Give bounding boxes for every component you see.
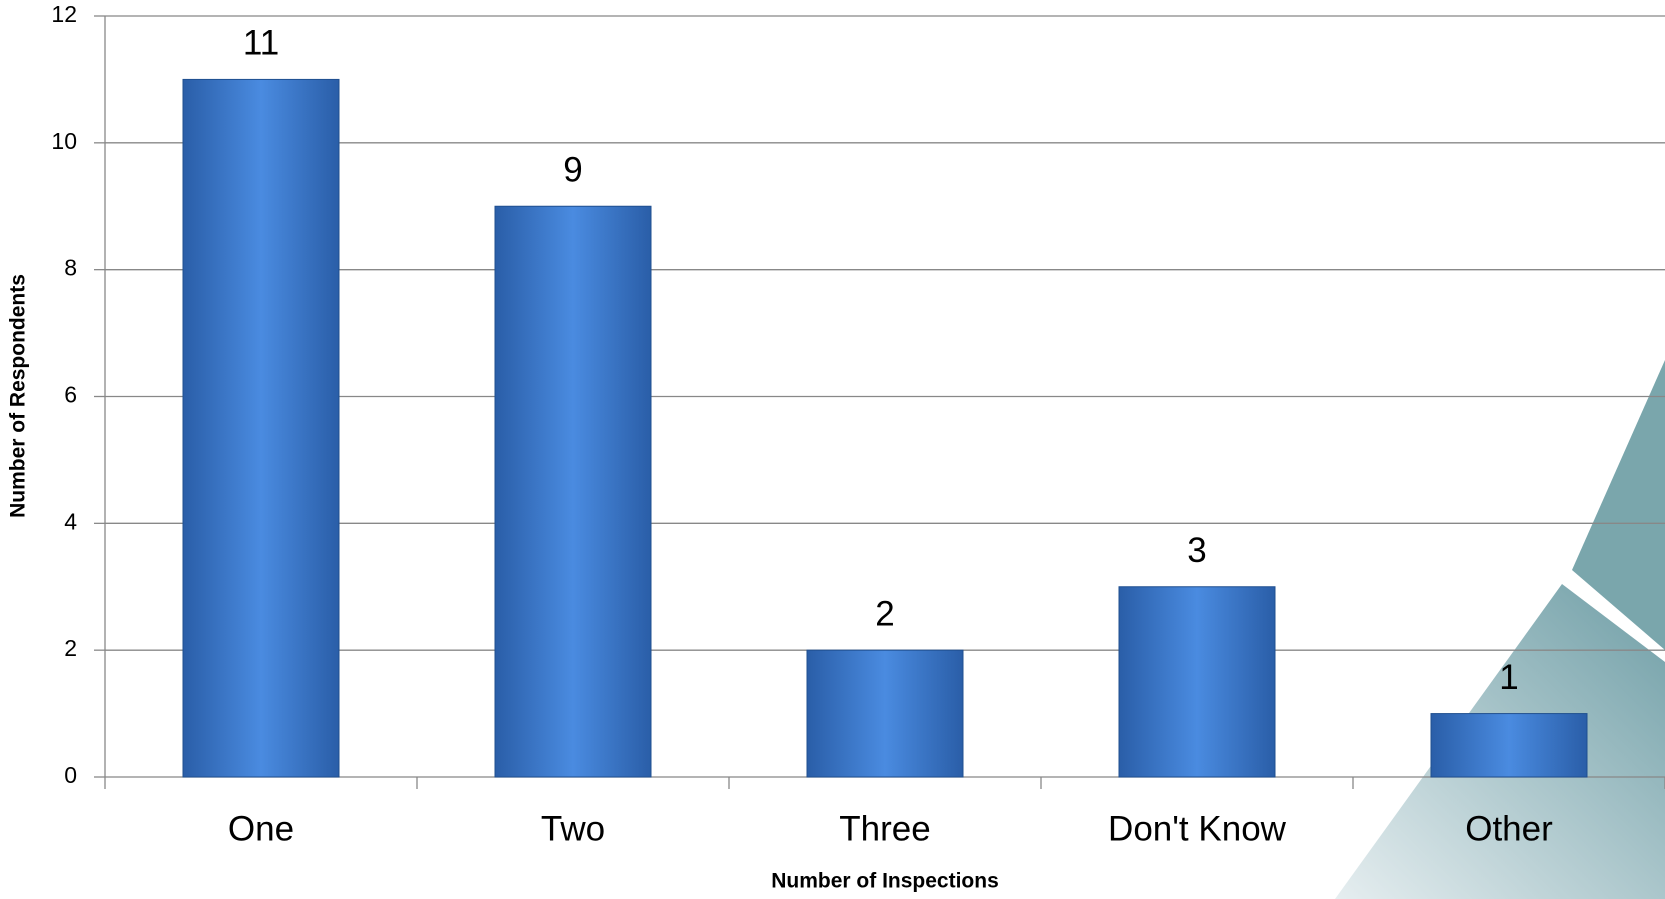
y-tick-label: 0 (64, 762, 77, 788)
value-label: 9 (563, 151, 582, 190)
x-tick-label: Other (1465, 809, 1553, 848)
x-tick-label: Don't Know (1108, 809, 1287, 848)
x-tick-label: Three (839, 809, 930, 848)
value-label: 1 (1499, 658, 1518, 697)
x-tick-label: One (228, 809, 294, 848)
value-label: 11 (243, 24, 279, 63)
bar (182, 78, 340, 778)
y-tick-label: 4 (64, 508, 77, 534)
value-label: 3 (1187, 531, 1206, 570)
y-tick-label: 8 (64, 255, 77, 281)
y-axis-title: Number of Respondents (7, 274, 30, 518)
decor-shape (1572, 360, 1665, 650)
y-tick-label: 10 (51, 128, 77, 154)
y-tick-label: 6 (64, 382, 77, 408)
bar (1430, 713, 1588, 778)
bar (806, 649, 964, 778)
x-axis-title: Number of Inspections (771, 870, 999, 893)
y-tick-label: 2 (64, 635, 77, 661)
y-tick-label: 12 (51, 1, 77, 27)
value-label: 2 (875, 594, 894, 633)
bar (1118, 586, 1276, 778)
bar (494, 205, 652, 778)
x-tick-label: Two (541, 809, 605, 848)
